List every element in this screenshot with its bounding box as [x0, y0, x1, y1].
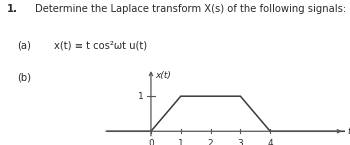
Text: (b): (b) — [18, 72, 32, 83]
Text: x(t): x(t) — [155, 71, 171, 80]
Text: 3: 3 — [238, 139, 243, 145]
Text: 1: 1 — [178, 139, 184, 145]
Text: 1: 1 — [138, 92, 144, 101]
Text: t: t — [347, 127, 350, 136]
Text: 1.: 1. — [7, 4, 18, 14]
Text: Determine the Laplace transform X(s) of the following signals:: Determine the Laplace transform X(s) of … — [35, 4, 346, 14]
Text: 0: 0 — [148, 139, 154, 145]
Text: x(t) ≡ t cos²ωt u(t): x(t) ≡ t cos²ωt u(t) — [54, 41, 147, 51]
Text: 4: 4 — [267, 139, 273, 145]
Text: 2: 2 — [208, 139, 213, 145]
Text: (a): (a) — [18, 41, 32, 51]
